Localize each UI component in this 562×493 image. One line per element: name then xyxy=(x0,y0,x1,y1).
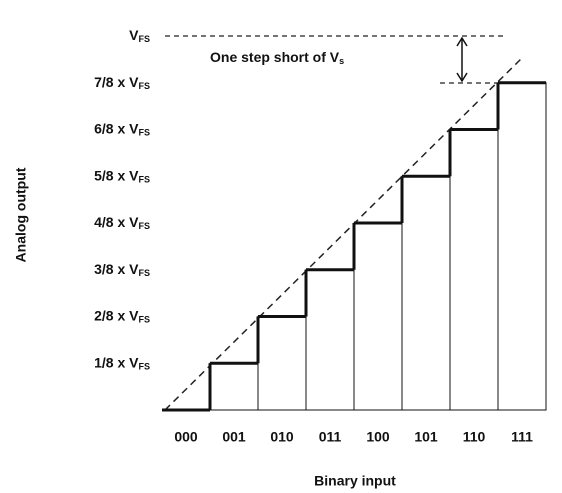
bar xyxy=(402,176,450,410)
x-axis-label: Binary input xyxy=(314,473,396,489)
bar xyxy=(258,317,306,411)
y-tick-text: 2/8 x V xyxy=(94,307,139,323)
y-tick-subscript: FS xyxy=(138,221,150,231)
y-tick-label: 2/8 x VFS xyxy=(94,307,150,325)
y-tick-subscript: FS xyxy=(138,34,150,44)
bar xyxy=(450,130,498,411)
annotation: One step short of Vs xyxy=(210,49,344,67)
y-tick-text: 6/8 x V xyxy=(94,120,139,136)
x-tick-label: 101 xyxy=(414,429,438,445)
x-tick-label: 000 xyxy=(174,429,198,445)
y-tick-label: 5/8 x VFS xyxy=(94,167,150,185)
y-tick-text: 7/8 x V xyxy=(94,73,139,89)
y-tick-label: 4/8 x VFS xyxy=(94,214,150,232)
x-tick-label: 111 xyxy=(511,429,533,445)
y-tick-subscript: FS xyxy=(138,175,150,185)
x-tick-label: 100 xyxy=(366,429,390,445)
y-tick-label: 6/8 x VFS xyxy=(94,120,150,138)
y-tick-subscript: FS xyxy=(138,315,150,325)
x-tick-label: 110 xyxy=(463,429,486,445)
annotation-text: One step short of V xyxy=(210,49,340,65)
bar xyxy=(210,363,258,410)
bar xyxy=(306,270,354,410)
y-tick-subscript: FS xyxy=(138,81,150,91)
y-tick-text: 1/8 x V xyxy=(94,354,139,370)
y-tick-subscript: FS xyxy=(138,128,150,138)
y-tick-label: 7/8 x VFS xyxy=(94,73,150,91)
x-tick-label: 001 xyxy=(222,429,246,445)
x-tick-label: 011 xyxy=(319,429,342,445)
y-tick-label: 3/8 x VFS xyxy=(94,260,150,278)
bar xyxy=(498,83,546,410)
bar xyxy=(354,223,402,410)
y-tick-text: 3/8 x V xyxy=(94,260,139,276)
y-axis-label: Analog output xyxy=(13,167,29,262)
chart: One step short of Vs Binary input Analog… xyxy=(0,0,562,493)
y-tick-subscript: FS xyxy=(138,362,150,372)
y-tick-subscript: FS xyxy=(138,268,150,278)
y-tick-text: 4/8 x V xyxy=(94,214,139,230)
y-tick-label: VFS xyxy=(129,27,150,45)
annotation-subscript: s xyxy=(339,56,344,66)
x-tick-label: 010 xyxy=(270,429,294,445)
y-tick-label: 1/8 x VFS xyxy=(94,354,150,372)
y-tick-text: 5/8 x V xyxy=(94,167,139,183)
